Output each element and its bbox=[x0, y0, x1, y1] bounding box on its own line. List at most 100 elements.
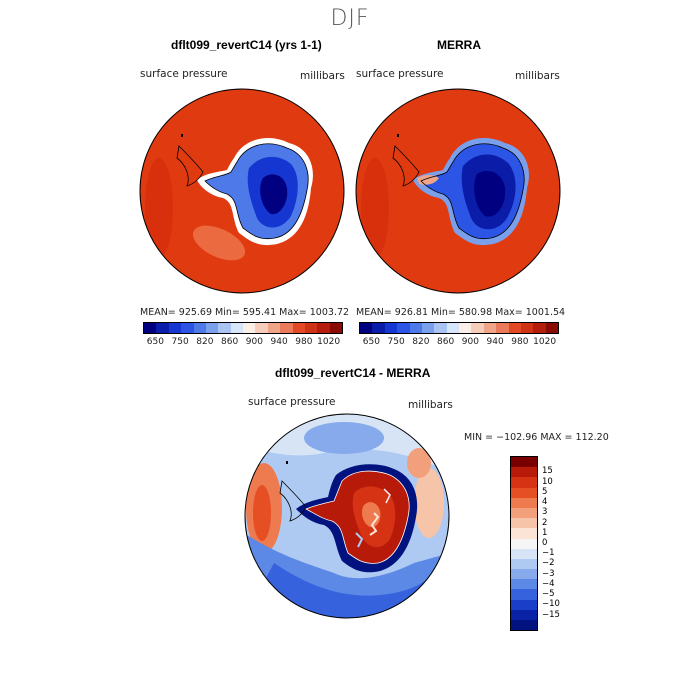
panel1-units-label: millibars bbox=[300, 70, 345, 82]
colorbar-swatch bbox=[446, 323, 459, 333]
diff-colorbar bbox=[510, 456, 538, 632]
colorbar-swatch bbox=[511, 457, 537, 468]
colorbar-tick-label: 860 bbox=[437, 337, 455, 347]
colorbar-swatch bbox=[511, 477, 537, 488]
colorbar-swatch bbox=[255, 323, 268, 333]
colorbar-tick-label: −4 bbox=[542, 578, 555, 589]
colorbar-tick-label: −2 bbox=[542, 558, 555, 569]
colorbar-swatch bbox=[421, 323, 435, 333]
colorbar-tick-label: −15 bbox=[542, 609, 560, 620]
colorbar-swatch bbox=[483, 323, 497, 333]
colorbar-swatch bbox=[520, 323, 534, 333]
colorbar-swatch bbox=[511, 507, 537, 519]
colorbar-swatch bbox=[280, 323, 293, 333]
colorbar-tick-label: 980 bbox=[511, 337, 529, 347]
colorbar-swatch bbox=[533, 323, 546, 333]
colorbar-swatch bbox=[267, 323, 281, 333]
colorbar-swatch bbox=[511, 579, 537, 590]
colorbar-tick-label: −3 bbox=[542, 568, 555, 579]
colorbar-swatch bbox=[205, 323, 219, 333]
panel1-title: dflt099_revertC14 (yrs 1-1) bbox=[171, 38, 322, 52]
colorbar-swatch bbox=[511, 620, 537, 631]
colorbar-tick-label: 3 bbox=[542, 507, 548, 518]
colorbar-swatch bbox=[511, 487, 537, 498]
panel1-variable-label: surface pressure bbox=[140, 68, 228, 80]
colorbar-swatch bbox=[508, 323, 521, 333]
panel2-variable-label: surface pressure bbox=[356, 68, 444, 80]
colorbar-tick-label: 15 bbox=[542, 466, 553, 477]
colorbar-swatch bbox=[292, 323, 305, 333]
colorbar-swatch bbox=[511, 528, 537, 539]
colorbar-swatch bbox=[511, 599, 537, 610]
colorbar-tick-label: 1 bbox=[542, 527, 548, 538]
colorbar-tick-label: 1020 bbox=[533, 337, 557, 347]
panel2-colorbar bbox=[359, 322, 559, 334]
colorbar-swatch bbox=[156, 323, 169, 333]
diff-units-label: millibars bbox=[408, 399, 453, 411]
panel2-map bbox=[355, 88, 561, 294]
colorbar-tick-label: 940 bbox=[270, 337, 288, 347]
colorbar-swatch bbox=[181, 323, 194, 333]
colorbar-swatch bbox=[372, 323, 385, 333]
colorbar-tick-label: 5 bbox=[542, 486, 548, 497]
colorbar-swatch bbox=[545, 323, 558, 333]
colorbar-swatch bbox=[304, 323, 318, 333]
colorbar-tick-label: 820 bbox=[196, 337, 214, 347]
colorbar-swatch bbox=[511, 569, 537, 580]
panel2-title: MERRA bbox=[437, 38, 481, 52]
panel1-stats: MEAN= 925.69 Min= 595.41 Max= 1003.72 bbox=[140, 307, 350, 318]
colorbar-swatch bbox=[230, 323, 243, 333]
colorbar-swatch bbox=[317, 323, 330, 333]
panel1-colorbar bbox=[143, 322, 343, 334]
colorbar-swatch bbox=[193, 323, 206, 333]
colorbar-swatch bbox=[511, 497, 537, 508]
panel1-map bbox=[139, 88, 345, 294]
colorbar-tick-label: 980 bbox=[295, 337, 313, 347]
colorbar-swatch bbox=[511, 609, 537, 620]
colorbar-tick-label: 10 bbox=[542, 476, 553, 487]
colorbar-tick-label: 940 bbox=[486, 337, 504, 347]
colorbar-tick-label: 820 bbox=[412, 337, 430, 347]
colorbar-tick-label: 650 bbox=[146, 337, 164, 347]
colorbar-swatch bbox=[511, 538, 537, 549]
colorbar-swatch bbox=[360, 323, 373, 333]
colorbar-swatch bbox=[511, 467, 537, 478]
colorbar-tick-label: 0 bbox=[542, 538, 548, 548]
colorbar-tick-label: 860 bbox=[221, 337, 239, 347]
colorbar-swatch bbox=[218, 323, 231, 333]
colorbar-swatch bbox=[459, 323, 472, 333]
colorbar-swatch bbox=[511, 518, 537, 529]
colorbar-swatch bbox=[144, 323, 157, 333]
colorbar-swatch bbox=[168, 323, 182, 333]
colorbar-swatch bbox=[329, 323, 342, 333]
panel2-stats: MEAN= 926.81 Min= 580.98 Max= 1001.54 bbox=[356, 307, 566, 318]
diff-colorbar-ticks: 15 10 5 4 3 2 1 0 −1 −2 −3 −4 −5 −10 −15 bbox=[542, 456, 582, 630]
diff-variable-label: surface pressure bbox=[248, 396, 336, 408]
colorbar-swatch bbox=[511, 589, 537, 600]
colorbar-tick-label: 650 bbox=[362, 337, 380, 347]
colorbar-swatch bbox=[409, 323, 422, 333]
colorbar-swatch bbox=[471, 323, 484, 333]
colorbar-swatch bbox=[384, 323, 398, 333]
colorbar-swatch bbox=[511, 548, 537, 559]
colorbar-tick-label: 900 bbox=[461, 337, 479, 347]
diff-map bbox=[244, 413, 450, 619]
colorbar-swatch bbox=[397, 323, 410, 333]
colorbar-tick-label: 4 bbox=[542, 497, 548, 508]
colorbar-tick-label: −10 bbox=[542, 599, 560, 610]
colorbar-swatch bbox=[243, 323, 256, 333]
colorbar-tick-label: 750 bbox=[387, 337, 405, 347]
diff-minmax: MIN = −102.96 MAX = 112.20 bbox=[464, 432, 609, 443]
colorbar-tick-label: 2 bbox=[542, 517, 548, 528]
colorbar-swatch bbox=[511, 558, 537, 570]
colorbar-tick-label: 1020 bbox=[317, 337, 341, 347]
colorbar-swatch bbox=[496, 323, 509, 333]
panel2-units-label: millibars bbox=[515, 70, 560, 82]
colorbar-tick-label: 900 bbox=[245, 337, 263, 347]
colorbar-tick-label: 750 bbox=[171, 337, 189, 347]
colorbar-tick-label: −1 bbox=[542, 548, 555, 559]
main-title: DJF bbox=[330, 6, 370, 31]
colorbar-tick-label: −5 bbox=[542, 589, 555, 600]
colorbar-swatch bbox=[434, 323, 447, 333]
diff-title: dflt099_revertC14 - MERRA bbox=[275, 366, 431, 380]
